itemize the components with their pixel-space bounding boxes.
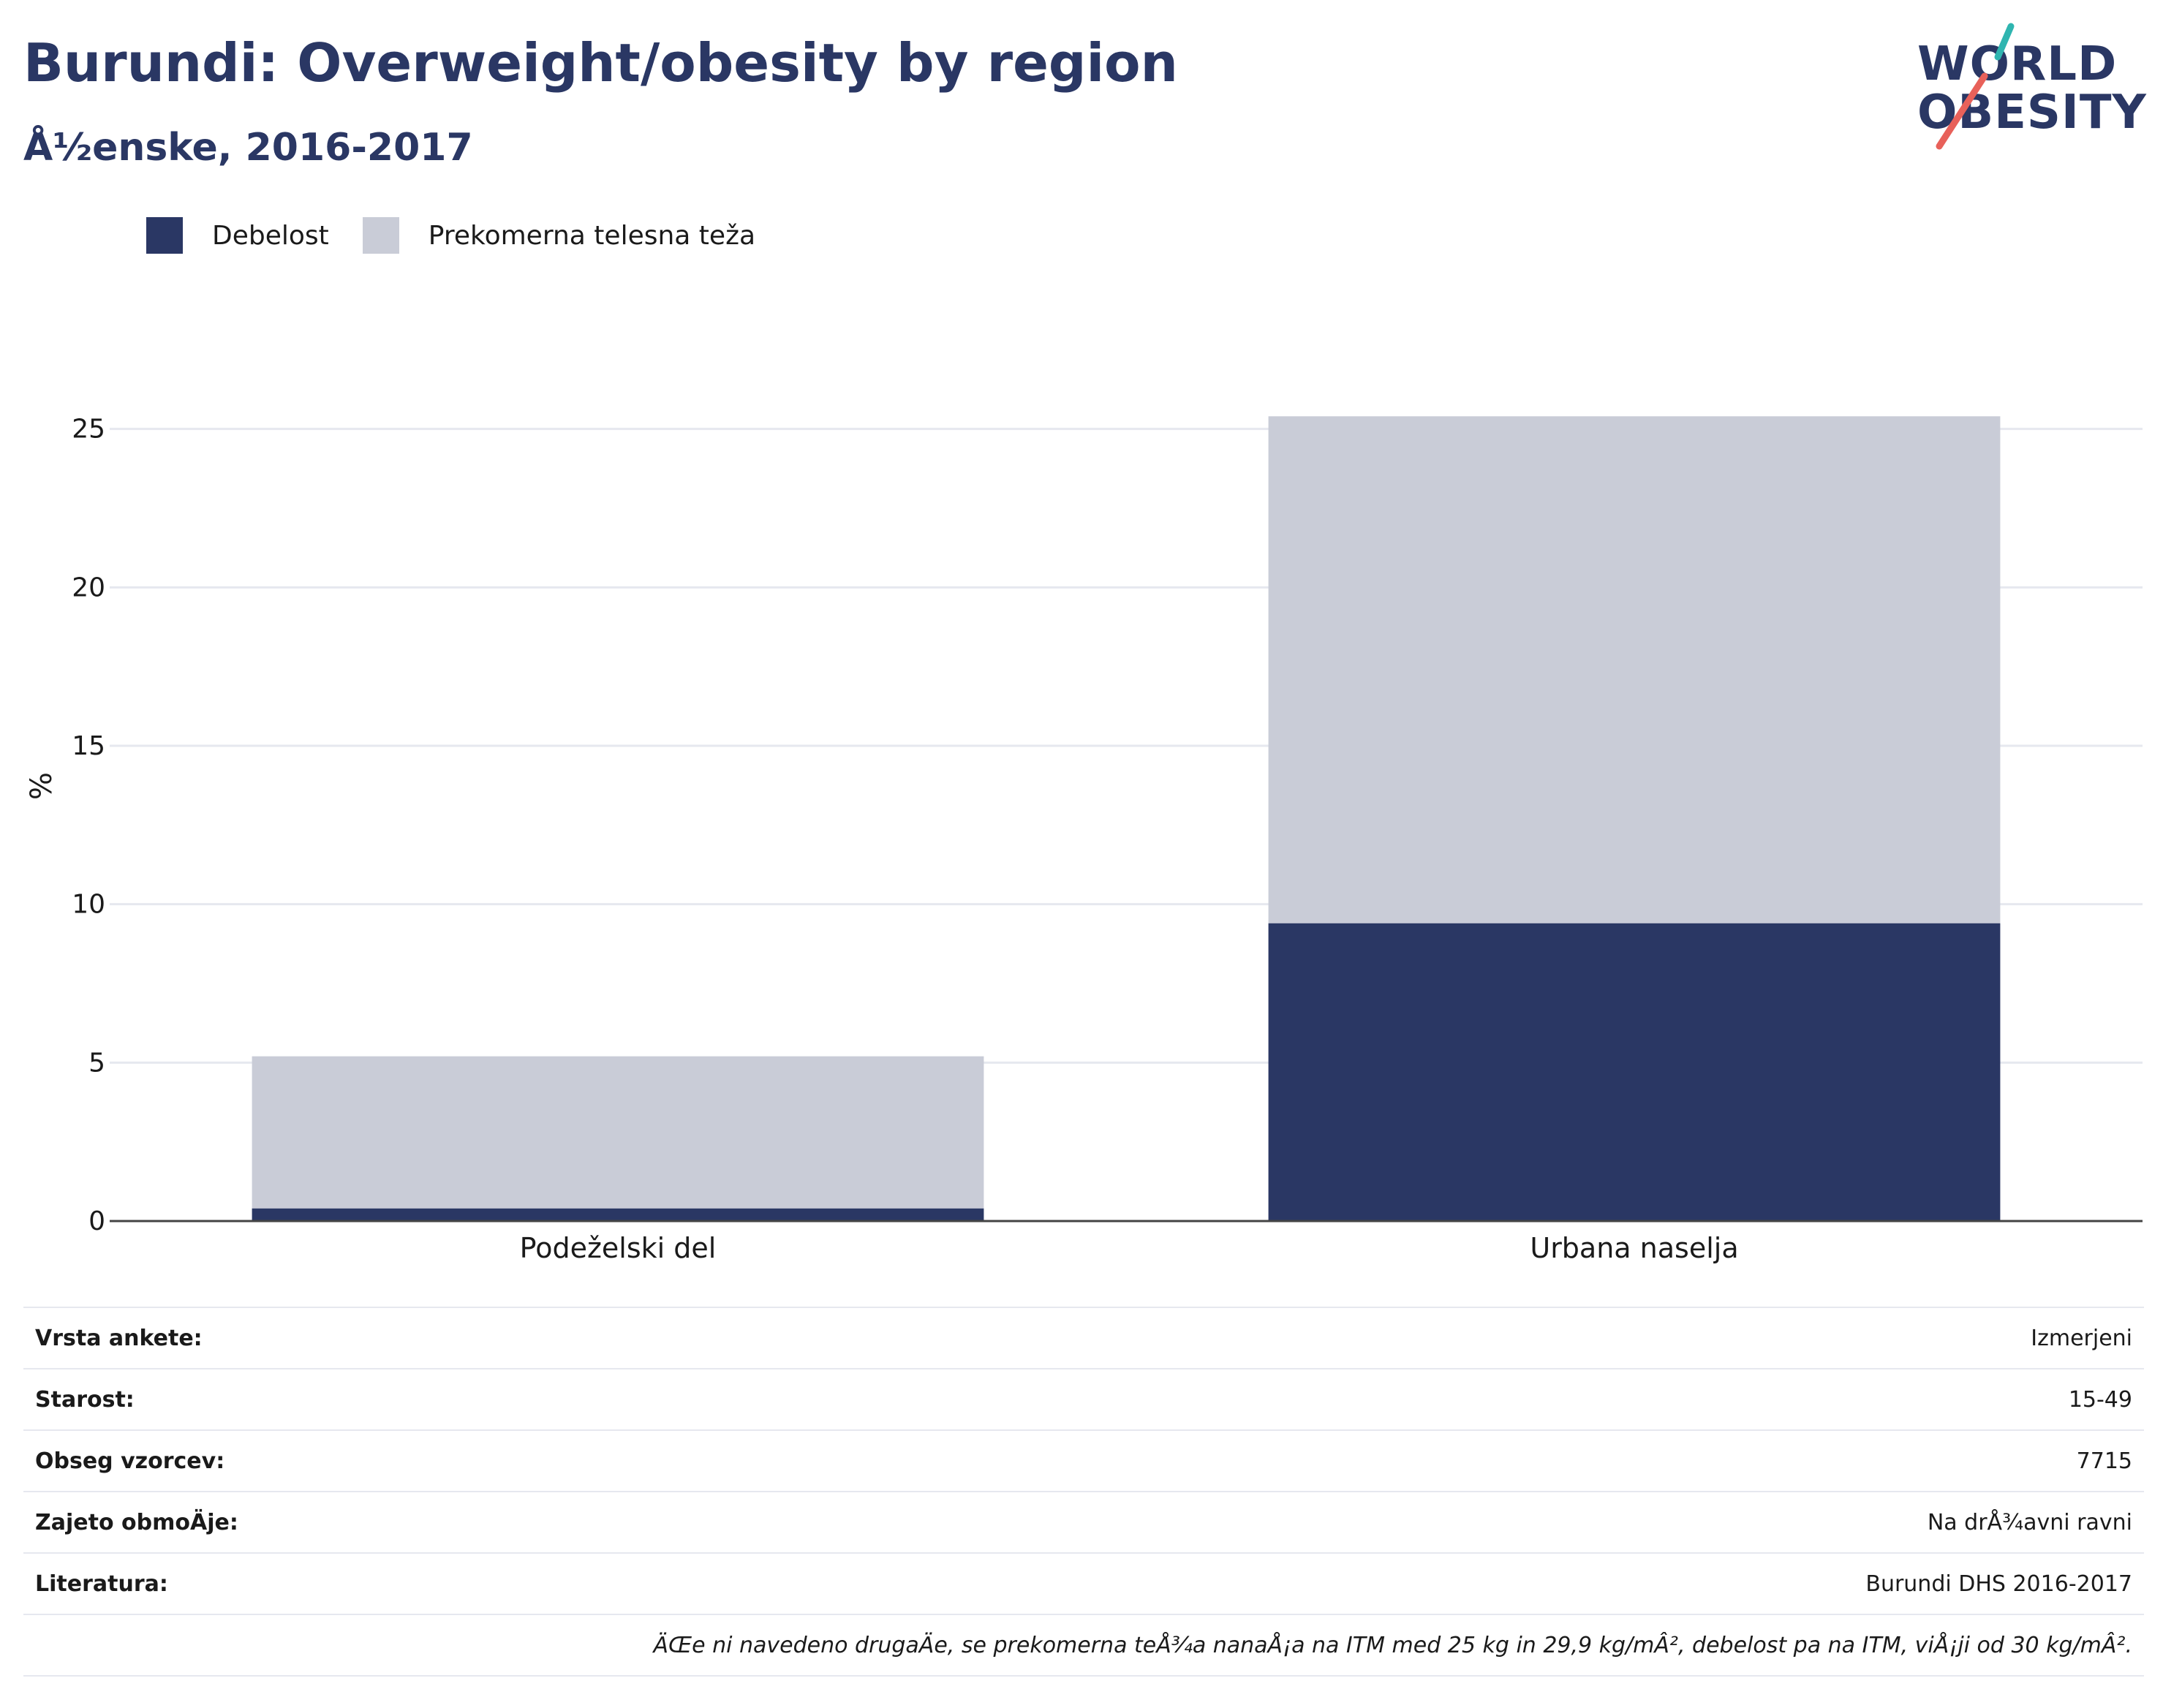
info-value: Burundi DHS 2016-2017 <box>1865 1571 2132 1597</box>
chart-title: Burundi: Overweight/obesity by region <box>23 32 1178 94</box>
y-axis-label: % <box>25 772 58 800</box>
world-obesity-logo: WORLD OBESITY <box>1909 22 2150 154</box>
info-key: Obseg vzorcev: <box>35 1448 225 1474</box>
y-tick-label: 20 <box>72 573 105 602</box>
y-tick-label: 25 <box>72 415 105 445</box>
bar-segment-debelost <box>1268 923 2001 1221</box>
info-row-age: Starost: 15-49 <box>23 1368 2144 1429</box>
definition-note: ÄŒe ni navedeno drugaÄe, se prekomerna t… <box>23 1614 2144 1677</box>
info-value: Izmerjeni <box>2031 1325 2132 1351</box>
info-key: Starost: <box>35 1386 135 1413</box>
info-value: 15-49 <box>2068 1386 2132 1413</box>
survey-info-table: Vrsta ankete: Izmerjeni Starost: 15-49 O… <box>23 1307 2144 1677</box>
info-key: Vrsta ankete: <box>35 1325 203 1351</box>
legend-swatch <box>146 217 183 254</box>
chart-legend: Debelost Prekomerna telesna teža <box>146 216 789 254</box>
bar-chart: 0 5 10 15 20 25 Podeželski del Urbana naselja% <box>25 415 2143 1264</box>
info-value: 7715 <box>2076 1448 2132 1474</box>
info-row-reference: Literatura: Burundi DHS 2016-2017 <box>23 1552 2144 1614</box>
logo-slash-icon <box>1936 23 2015 150</box>
logo-line-1: WORLD <box>1917 37 2118 91</box>
y-tick-label: 15 <box>72 731 105 761</box>
logo-line-2: OBESITY <box>1917 86 2147 140</box>
bar-segment-prekomerna <box>1268 416 2001 923</box>
y-tick-label: 10 <box>72 890 105 920</box>
legend-item-debelost: Debelost <box>146 217 329 254</box>
y-tick-label: 0 <box>88 1206 105 1236</box>
info-row-sample-size: Obseg vzorcev: 7715 <box>23 1429 2144 1491</box>
info-row-area-covered: Zajeto obmoÄje: Na drÅ¾avni ravni <box>23 1491 2144 1552</box>
info-row-survey-type: Vrsta ankete: Izmerjeni <box>23 1307 2144 1368</box>
chart-subtitle: Å½enske, 2016-2017 <box>23 126 473 170</box>
legend-item-prekomerna: Prekomerna telesna teža <box>362 217 756 254</box>
info-key: Zajeto obmoÄje: <box>35 1509 238 1535</box>
x-tick-label: Podeželski del <box>520 1232 717 1264</box>
legend-label: Debelost <box>212 220 329 251</box>
info-value: Na drÅ¾avni ravni <box>1927 1509 2132 1535</box>
x-tick-label: Urbana naselja <box>1530 1232 1738 1264</box>
legend-swatch <box>362 217 399 254</box>
bar-segment-prekomerna <box>252 1056 984 1209</box>
y-tick-label: 5 <box>88 1048 105 1078</box>
legend-label: Prekomerna telesna teža <box>428 220 756 251</box>
bar-segment-debelost <box>252 1208 984 1221</box>
info-key: Literatura: <box>35 1571 168 1597</box>
